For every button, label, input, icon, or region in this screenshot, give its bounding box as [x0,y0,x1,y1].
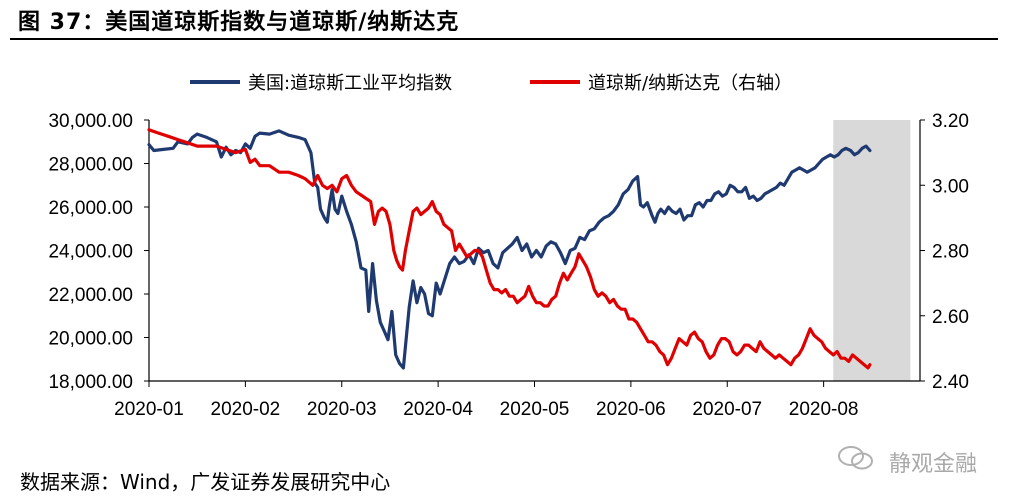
dow-jones-line [147,129,872,370]
left-tick-label: 24,000.00 [48,242,133,263]
title-divider [10,38,998,40]
wechat-icon [838,446,873,470]
right-tick-label: 3.00 [932,176,969,197]
x-tick-label: 2020-08 [789,399,859,420]
chart-title: 图 37：美国道琼斯指数与道琼斯/纳斯达克 [18,10,460,35]
dow-nasdaq-ratio-line [147,128,872,370]
right-tick-label: 2.40 [932,372,969,393]
legend-label: 道琼斯/纳斯达克（右轴） [588,73,792,94]
right-tick-label: 2.60 [932,307,969,328]
x-tick-label: 2020-03 [307,399,377,420]
legend-label: 美国:道琼斯工业平均指数 [248,73,452,94]
x-tick-label: 2020-05 [500,399,570,420]
legend-layer: 美国:道琼斯工业平均指数 道琼斯/纳斯达克（右轴） [190,73,792,94]
left-tick-label: 22,000.00 [48,285,133,306]
left-tick-label: 26,000.00 [48,198,133,219]
x-tick-label: 2020-04 [403,399,473,420]
left-tick-label: 30,000.00 [48,111,133,132]
source-note: 数据来源：Wind，广发证券发展研究中心 [20,470,391,494]
x-tick-label: 2020-01 [114,399,184,420]
series-layer [147,128,872,370]
right-tick-label: 2.80 [932,242,969,263]
left-tick-label: 18,000.00 [48,372,133,393]
x-tick-label: 2020-06 [596,399,666,420]
right-tick-label: 3.20 [932,111,969,132]
shaded-region [833,120,911,381]
axes-layer: 18,000.00 20,000.00 22,000.00 24,000.00 26,0… [48,111,969,420]
watermark-text: 静观金融 [888,452,977,477]
shaded-region-layer [833,120,911,381]
x-tick-label: 2020-02 [211,399,281,420]
left-tick-label: 20,000.00 [48,329,133,350]
left-tick-label: 28,000.00 [48,155,133,176]
x-tick-label: 2020-07 [692,399,762,420]
